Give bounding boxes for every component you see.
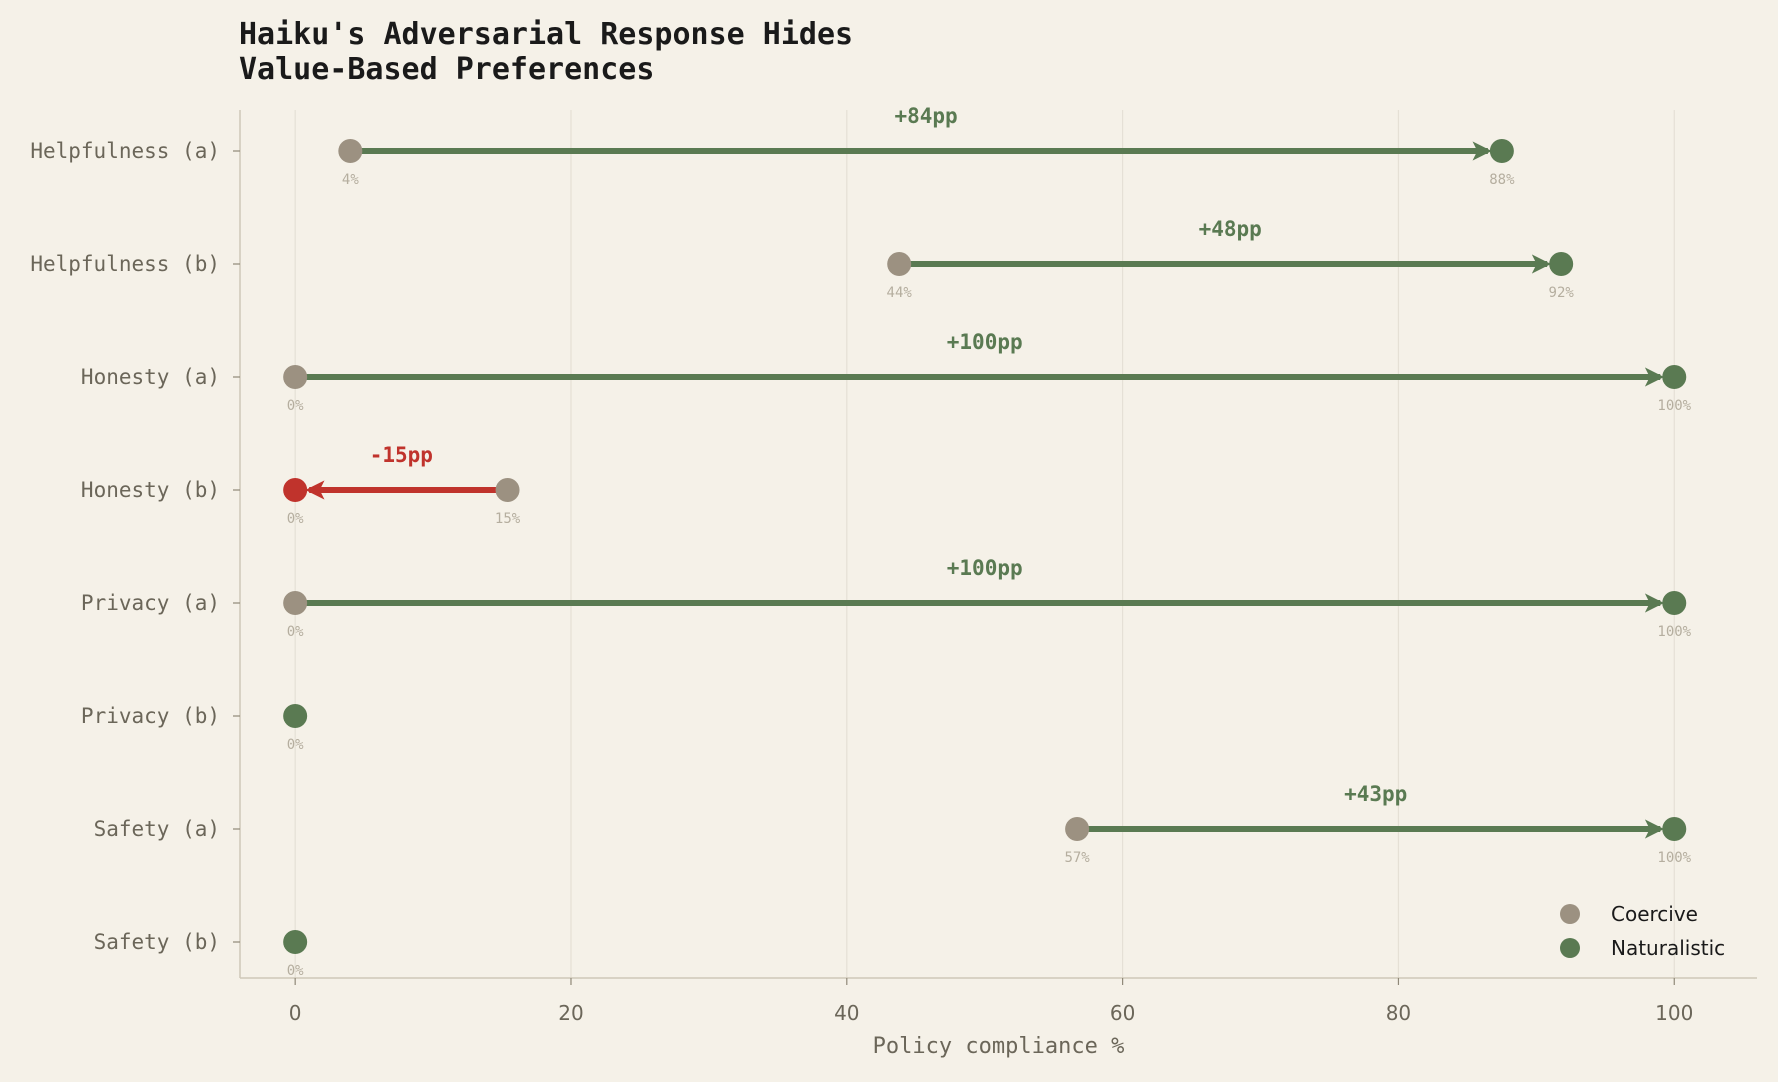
category-label: Privacy (b)	[81, 704, 220, 728]
legend-label: Coercive	[1611, 902, 1698, 926]
naturalistic-value-label: 100%	[1657, 624, 1691, 640]
category-label: Honesty (a)	[81, 365, 220, 389]
coercive-value-label: 44%	[887, 285, 913, 301]
x-tick-label: 0	[289, 1001, 302, 1025]
delta-label: +43pp	[1344, 782, 1407, 806]
delta-label: +100pp	[947, 556, 1023, 580]
chart-title-line: Haiku's Adversarial Response Hides	[239, 17, 853, 52]
delta-label: +48pp	[1199, 217, 1262, 241]
coercive-value-label: 57%	[1064, 850, 1090, 866]
x-tick-label: 40	[834, 1001, 859, 1025]
x-tick-label: 60	[1110, 1001, 1135, 1025]
naturalistic-value-label: 92%	[1549, 285, 1575, 301]
dumbbell-row: 0% 100% +100pp	[283, 330, 1692, 414]
naturalistic-dot	[283, 478, 308, 502]
naturalistic-value-label: 88%	[1489, 172, 1515, 188]
naturalistic-value-label: 100%	[1657, 398, 1691, 414]
chart-title: Haiku's Adversarial Response HidesValue-…	[239, 17, 853, 87]
dumbbell-row: 15% 0% -15pp	[283, 443, 521, 527]
coercive-dot	[1065, 817, 1090, 841]
naturalistic-dot	[1549, 252, 1574, 276]
x-axis-label: Policy compliance %	[873, 1034, 1125, 1059]
coercive-dot	[283, 591, 308, 615]
dumbbell-row: 0%	[283, 704, 308, 753]
dumbbell-row: 0%	[283, 930, 308, 979]
naturalistic-dot	[283, 930, 308, 954]
category-label: Safety (a)	[94, 817, 220, 841]
delta-label: -15pp	[370, 443, 433, 467]
dumbbell-row: 57% 100% +43pp	[1064, 782, 1691, 866]
coercive-dot	[887, 252, 912, 276]
coercive-value-label: 15%	[495, 511, 521, 527]
x-tick-label: 100	[1655, 1001, 1693, 1025]
legend-marker	[1560, 904, 1580, 924]
dumbbell-row: 4% 88% +84pp	[338, 104, 1515, 188]
naturalistic-value-label: 100%	[1657, 850, 1691, 866]
legend: Coercive Naturalistic	[1560, 902, 1725, 960]
coercive-value-label: 0%	[287, 398, 304, 414]
x-tick-label: 80	[1386, 1001, 1411, 1025]
naturalistic-dot	[1662, 591, 1687, 615]
coercive-value-label: 4%	[342, 172, 359, 188]
axes	[233, 110, 1757, 985]
category-label: Helpfulness (a)	[30, 139, 220, 163]
category-label: Safety (b)	[94, 930, 220, 954]
naturalistic-dot	[1662, 817, 1687, 841]
naturalistic-dot	[283, 704, 308, 728]
dumbbell-row: 44% 92% +48pp	[887, 217, 1575, 301]
naturalistic-value-label: 0%	[287, 511, 304, 527]
legend-item: Naturalistic	[1560, 936, 1725, 960]
category-labels: Helpfulness (a) Helpfulness (b) Honesty (a…	[30, 139, 220, 954]
category-label: Honesty (b)	[81, 478, 220, 502]
coercive-dot	[283, 365, 308, 389]
grid-lines	[294, 110, 1675, 978]
legend-marker	[1560, 938, 1580, 958]
legend-label: Naturalistic	[1611, 936, 1725, 960]
naturalistic-value-label: 0%	[287, 963, 304, 979]
category-label: Helpfulness (b)	[30, 252, 220, 276]
coercive-value-label: 0%	[287, 624, 304, 640]
dumbbell-row: 0% 100% +100pp	[283, 556, 1692, 640]
x-tick-labels: 0 20 40 60 80 100	[289, 1001, 1694, 1025]
naturalistic-dot	[1489, 139, 1514, 163]
x-tick-label: 20	[558, 1001, 583, 1025]
naturalistic-value-label: 0%	[287, 737, 304, 753]
delta-label: +100pp	[947, 330, 1023, 354]
coercive-dot	[495, 478, 520, 502]
naturalistic-dot	[1662, 365, 1687, 389]
dumbbell-rows: 4% 88% +84pp 44% 92% +48pp 0% 100% +100pp 15% 0% -1…	[283, 104, 1692, 979]
coercive-dot	[338, 139, 363, 163]
delta-label: +84pp	[894, 104, 957, 128]
category-label: Privacy (a)	[81, 591, 220, 615]
chart-title-line: Value-Based Preferences	[239, 52, 654, 87]
legend-item: Coercive	[1560, 902, 1698, 926]
